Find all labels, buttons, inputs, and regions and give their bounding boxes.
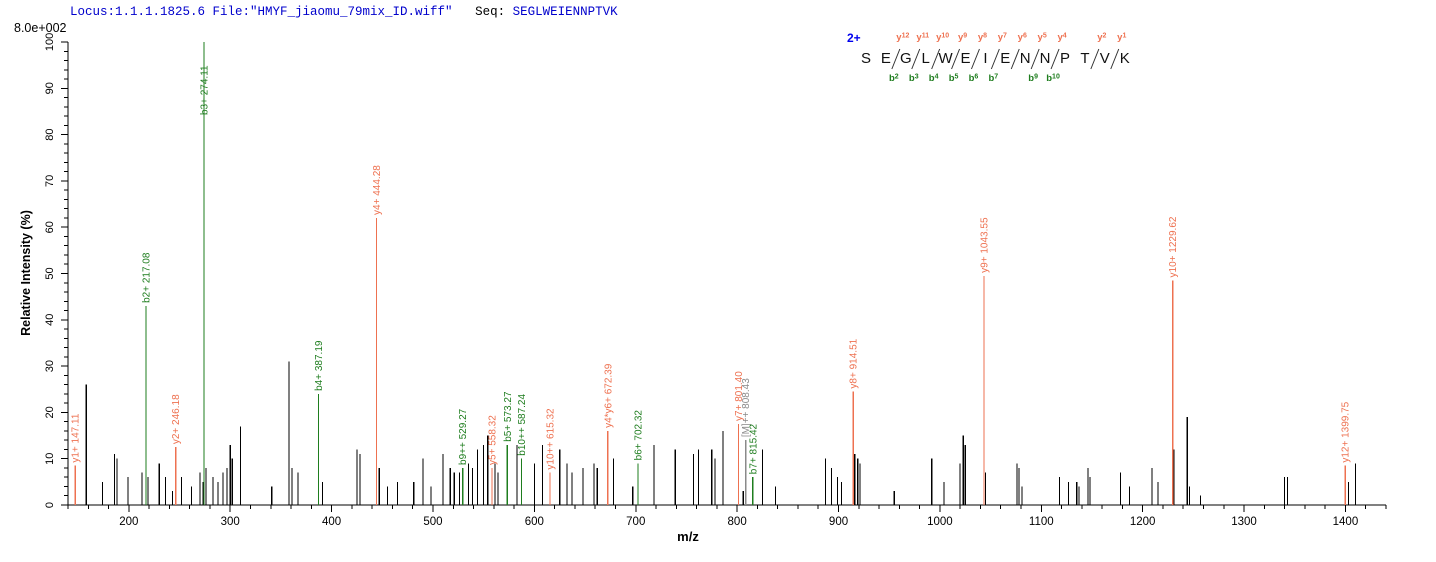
x-axis-title: m/z — [677, 529, 699, 544]
y-ion-tag: y6 — [1018, 32, 1027, 43]
y-ion-tag: y5 — [1038, 32, 1047, 43]
peak-label: y7+ 801.40 — [734, 371, 745, 421]
b-ion-tag: b4 — [929, 73, 939, 84]
b-ion-tag: b9 — [1028, 73, 1038, 84]
y-tick-label: 30 — [44, 360, 56, 372]
x-tick-label: 1300 — [1231, 516, 1257, 528]
y-tick-label: 20 — [44, 406, 56, 418]
cleavage-slash — [1090, 48, 1100, 70]
cleavage-slash — [931, 48, 941, 70]
y-tick-label: 90 — [44, 82, 56, 94]
x-tick-label: 1000 — [927, 516, 953, 528]
y-tick-label: 80 — [44, 128, 56, 140]
y-ion-tag: y4 — [1057, 32, 1066, 43]
y-tick-label: 0 — [44, 502, 56, 508]
y-ion-tag: y2 — [1097, 32, 1106, 43]
sequence-residue: E — [1000, 50, 1010, 67]
x-tick-label: 300 — [221, 516, 240, 528]
sequence-residue: E — [960, 50, 970, 67]
y-ion-tag: y8 — [978, 32, 987, 43]
sequence-text: SEGLWEIENNPTVK — [512, 5, 618, 19]
sequence-residue: P — [1060, 50, 1070, 67]
peak-label: b9++ 529.27 — [458, 408, 469, 465]
x-tick-label: 500 — [423, 516, 442, 528]
cleavage-slash — [1050, 48, 1060, 70]
y-ion-tag: y10 — [936, 32, 949, 43]
peak-label: y12+ 1399.75 — [1341, 401, 1352, 462]
cleavage-slash — [1030, 48, 1040, 70]
precursor-charge-label: 2+ — [847, 31, 861, 45]
header-bar: Locus:1.1.1.1825.6 File:"HMYF_jiaomu_79m… — [70, 5, 618, 19]
cleavage-slash — [1110, 48, 1120, 70]
x-tick-label: 700 — [626, 516, 645, 528]
max-intensity-label: 8.0e+002 — [14, 21, 67, 35]
y-ion-tag: y11 — [916, 32, 929, 43]
y-ion-tag: y1 — [1117, 32, 1126, 43]
sequence-residue: S — [861, 50, 871, 67]
cleavage-slash — [1010, 48, 1020, 70]
b-ion-tag: b6 — [969, 73, 979, 84]
b-ion-tag: b2 — [889, 73, 899, 84]
peak-label: b2+ 217.08 — [142, 252, 153, 303]
cleavage-slash — [970, 48, 980, 70]
sequence-residue: I — [983, 50, 987, 67]
sequence-residue: E — [881, 50, 891, 67]
peak-label: b3+ 274.11 — [199, 65, 210, 115]
y-tick-label: 10 — [44, 453, 56, 465]
y-axis-title: Relative Intensity (%) — [19, 210, 33, 336]
b-ion-tag: b10 — [1046, 73, 1060, 84]
peak-label: y4*y6+ 672.39 — [603, 363, 614, 428]
sequence-residue: V — [1100, 50, 1110, 67]
sequence-residue: K — [1120, 50, 1130, 67]
x-tick-label: 900 — [829, 516, 848, 528]
x-tick-label: 1100 — [1029, 516, 1054, 528]
sequence-residue: N — [1020, 50, 1031, 67]
sequence-residue: N — [1040, 50, 1051, 67]
peak-label: [M]++ 808.43 — [741, 378, 752, 437]
peak-label: b5+ 573.27 — [503, 391, 514, 442]
peak-label: y1+ 147.11 — [71, 413, 82, 462]
sequence-residue: W — [939, 50, 954, 67]
peak-label: y8+ 914.51 — [849, 338, 860, 388]
peak-label: b4+ 387.19 — [314, 340, 325, 391]
x-tick-label: 1200 — [1130, 516, 1156, 528]
x-tick-label: 600 — [525, 516, 544, 528]
y-tick-label: 100 — [44, 33, 56, 51]
peak-label: y5+ 558.32 — [488, 415, 499, 465]
peak-label: b7+ 815.42 — [748, 423, 759, 474]
y-tick-label: 70 — [44, 175, 56, 187]
cleavage-slash — [951, 48, 961, 70]
cleavage-slash — [911, 48, 921, 70]
x-tick-label: 1400 — [1333, 516, 1359, 528]
sequence-residue: T — [1080, 50, 1089, 67]
cleavage-slash — [990, 48, 1000, 70]
x-tick-label: 400 — [322, 516, 341, 528]
y-ion-tag: y12 — [896, 32, 909, 43]
x-tick-label: 200 — [119, 516, 138, 528]
b-ion-tag: b7 — [988, 73, 998, 84]
x-tick-label: 800 — [728, 516, 747, 528]
sequence-residue: L — [922, 50, 930, 67]
y-tick-label: 60 — [44, 221, 56, 233]
y-tick-label: 40 — [44, 314, 56, 326]
peak-label: y10++ 615.32 — [545, 408, 556, 470]
peak-label: b10++ 587.24 — [517, 394, 528, 456]
b-ion-tag: b5 — [949, 73, 959, 84]
peak-label: b6+ 702.32 — [634, 410, 645, 461]
seq-label: Seq: — [475, 5, 506, 19]
locus-file-text: Locus:1.1.1.1825.6 File:"HMYF_jiaomu_79m… — [70, 5, 453, 19]
b-ion-tag: b3 — [909, 73, 919, 84]
peak-label: y10+ 1229.62 — [1168, 216, 1179, 277]
y-ion-tag: y7 — [998, 32, 1007, 43]
sequence-residue: G — [900, 50, 912, 67]
cleavage-slash — [891, 48, 901, 70]
peak-label: y4+ 444.28 — [372, 165, 383, 215]
peak-label: y9+ 1043.55 — [980, 217, 991, 273]
y-tick-label: 50 — [44, 267, 56, 279]
peak-label: y2+ 246.18 — [171, 394, 182, 444]
y-ion-tag: y9 — [958, 32, 967, 43]
